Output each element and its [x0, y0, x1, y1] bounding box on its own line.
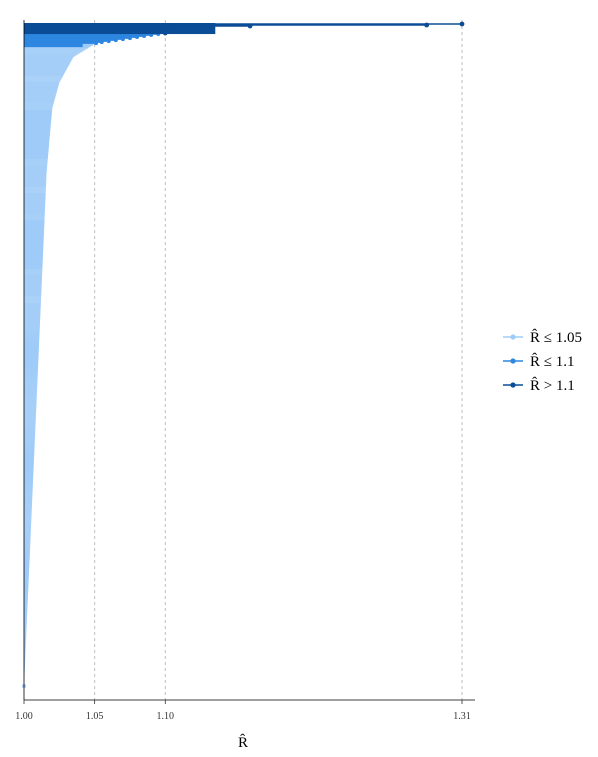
point-high: [174, 25, 179, 31]
reference-lines: [94, 20, 463, 700]
point-mid: [113, 38, 118, 43]
legend-label: R̂ ≤ 1.1: [530, 353, 575, 370]
x-tick-label: 1.00: [15, 711, 33, 722]
legend: R̂ ≤ 1.05 R̂ ≤ 1.1 R̂ > 1.1: [503, 329, 582, 394]
point-mid: [120, 37, 125, 42]
x-tick-label: 1.05: [86, 711, 104, 722]
point-high: [459, 21, 465, 27]
x-axis-ticks: 1.00 1.05 1.10 1.31: [15, 700, 471, 722]
point-mid: [106, 39, 111, 44]
legend-label: R̂ > 1.1: [530, 377, 575, 394]
point-high: [424, 22, 430, 28]
x-tick-label: 1.31: [453, 711, 471, 722]
point-mid: [135, 35, 140, 40]
point-high: [247, 23, 253, 29]
bars-low-series: [22, 43, 95, 688]
point-mid: [99, 40, 104, 45]
x-tick-label: 1.10: [157, 711, 175, 722]
x-axis-title: R̂: [238, 734, 248, 751]
point-mid: [94, 41, 99, 46]
legend-label: R̂ ≤ 1.05: [530, 329, 582, 346]
point-mid: [149, 33, 154, 38]
bar-mid-block: [24, 33, 83, 48]
legend-key-point: [510, 358, 516, 364]
point-mid: [127, 36, 132, 41]
point-high: [184, 24, 189, 30]
point-mid: [142, 34, 147, 39]
bars-high-series: [24, 21, 465, 36]
legend-key-point: [510, 382, 516, 388]
legend-key-point: [510, 334, 516, 340]
point-high: [162, 30, 168, 36]
